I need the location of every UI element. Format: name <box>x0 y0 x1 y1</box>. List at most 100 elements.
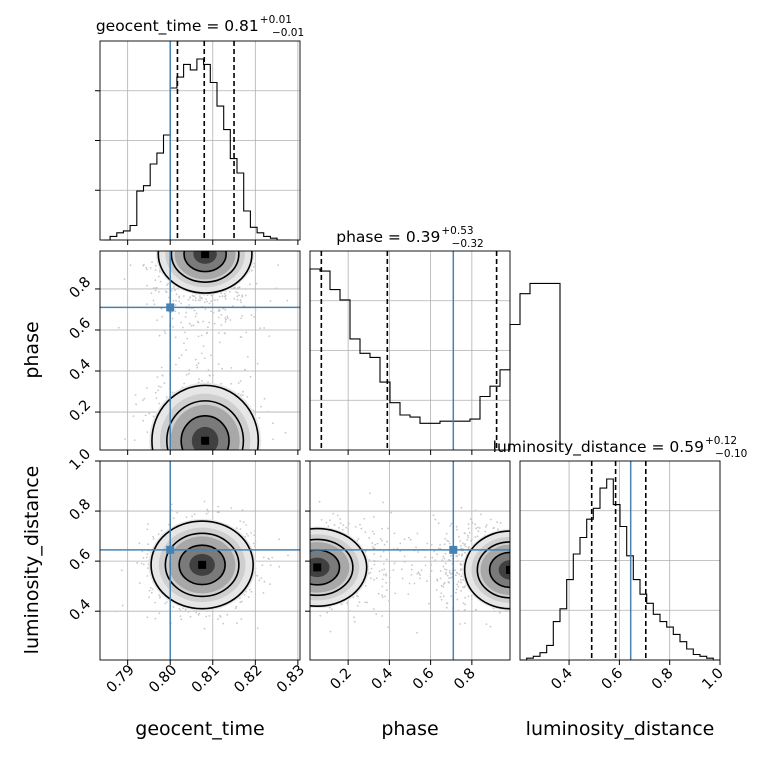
scatter-point-phase-luminosity_distance-353 <box>329 630 332 633</box>
scatter-point-phase-luminosity_distance-235 <box>385 558 388 561</box>
scatter-point-geocent_time-phase-763 <box>220 313 223 316</box>
scatter-point-geocent_time-phase-611 <box>226 315 229 318</box>
scatter-point-phase-luminosity_distance-98 <box>384 595 386 598</box>
scatter-point-geocent_time-phase-94 <box>202 320 205 323</box>
scatter-point-geocent_time-phase-6 <box>242 390 244 393</box>
scatter-point-geocent_time-phase-493 <box>163 330 166 332</box>
scatter-point-phase-luminosity_distance-869 <box>345 526 347 529</box>
scatter-point-phase-luminosity_distance-276 <box>489 518 492 521</box>
scatter-point-geocent_time-phase-319 <box>187 298 190 301</box>
scatter-point-phase-luminosity_distance-377 <box>484 525 487 528</box>
scatter-point-geocent_time-phase-498 <box>142 419 145 422</box>
panel-frame-2-1 <box>309 460 511 661</box>
scatter-point-phase-luminosity_distance-546 <box>382 563 385 565</box>
xtick-label-geocent_time-0: 0.79 <box>104 662 138 696</box>
scatter-point-geocent_time-luminosity_distance-117 <box>254 545 256 548</box>
scatter-point-geocent_time-phase-192 <box>134 394 137 396</box>
scatter-point-geocent_time-phase-472 <box>240 394 242 396</box>
scatter-point-phase-luminosity_distance-749 <box>449 571 451 574</box>
scatter-point-geocent_time-phase-496 <box>171 391 174 394</box>
scatter-point-phase-luminosity_distance-711 <box>458 553 460 556</box>
scatter-point-phase-luminosity_distance-550 <box>375 577 378 579</box>
scatter-point-phase-luminosity_distance-437 <box>342 524 345 526</box>
scatter-point-geocent_time-phase-352 <box>241 295 244 298</box>
contour-geocent_time-phase-1 <box>170 251 240 283</box>
ytick-label-luminosity_distance-3: 1.0 <box>67 446 95 474</box>
contour-geocent_time-luminosity_distance-0 <box>150 520 254 610</box>
scatter-point-geocent_time-phase-531 <box>253 265 255 268</box>
scatter-point-geocent_time-phase-488 <box>199 299 202 302</box>
scatter-point-phase-luminosity_distance-260 <box>456 598 459 601</box>
scatter-point-geocent_time-phase-199 <box>260 405 262 408</box>
scatter-point-geocent_time-phase-216 <box>243 305 245 307</box>
contour-geocent_time-luminosity_distance-2 <box>178 544 226 586</box>
scatter-point-phase-luminosity_distance-861 <box>456 583 459 586</box>
scatter-point-phase-luminosity_distance-671 <box>372 608 375 610</box>
scatter-point-geocent_time-phase-710 <box>194 315 197 318</box>
scatter-point-phase-luminosity_distance-652 <box>442 595 445 598</box>
scatter-point-phase-luminosity_distance-246 <box>387 626 390 629</box>
scatter-point-phase-luminosity_distance-773 <box>374 560 377 563</box>
scatter-point-geocent_time-luminosity_distance-838 <box>138 582 141 584</box>
scatter-point-phase-luminosity_distance-217 <box>363 517 366 520</box>
scatter-point-geocent_time-phase-655 <box>263 397 266 400</box>
scatter-point-geocent_time-phase-863 <box>210 300 213 303</box>
scatter-point-geocent_time-luminosity_distance-537 <box>235 605 238 608</box>
scatter-point-geocent_time-luminosity_distance-254 <box>206 508 209 511</box>
scatter-point-phase-luminosity_distance-762 <box>413 582 416 585</box>
scatter-point-geocent_time-phase-704 <box>178 312 180 314</box>
scatter-point-phase-luminosity_distance-366 <box>480 513 482 516</box>
scatter-point-geocent_time-luminosity_distance-235 <box>245 533 248 535</box>
scatter-point-phase-luminosity_distance-798 <box>371 546 374 548</box>
scatter-point-geocent_time-phase-356 <box>244 368 246 371</box>
scatter-point-geocent_time-phase-784 <box>127 288 129 290</box>
scatter-point-phase-luminosity_distance-3 <box>403 538 406 541</box>
scatter-point-geocent_time-phase-579 <box>197 335 200 338</box>
scatter-point-geocent_time-phase-118 <box>236 298 239 301</box>
xlabel-geocent-time: geocent_time <box>135 718 264 740</box>
scatter-point-geocent_time-luminosity_distance-83 <box>178 607 181 610</box>
scatter-point-geocent_time-luminosity_distance-533 <box>235 527 238 529</box>
scatter-point-phase-luminosity_distance-370 <box>431 556 434 559</box>
scatter-point-phase-luminosity_distance-600 <box>443 582 446 584</box>
ytick-label-phase-3: 0.8 <box>67 274 95 302</box>
scatter-point-phase-luminosity_distance-13 <box>440 592 443 595</box>
scatter-point-phase-luminosity_distance-485 <box>381 578 384 581</box>
title-geocent-time: geocent_time = 0.81+0.01 −0.01 <box>96 14 304 39</box>
scatter-point-geocent_time-phase-277 <box>117 326 120 329</box>
scatter-point-geocent_time-luminosity_distance-808 <box>278 538 280 541</box>
scatter-point-geocent_time-luminosity_distance-42 <box>140 562 143 565</box>
scatter-point-phase-luminosity_distance-533 <box>348 522 350 525</box>
scatter-point-geocent_time-phase-770 <box>233 298 236 300</box>
scatter-point-phase-luminosity_distance-643 <box>464 603 466 606</box>
scatter-point-phase-luminosity_distance-52 <box>467 527 470 530</box>
scatter-point-geocent_time-phase-809 <box>178 300 181 303</box>
scatter-point-phase-luminosity_distance-123 <box>441 559 444 561</box>
scatter-point-geocent_time-luminosity_distance-415 <box>247 535 250 537</box>
scatter-point-phase-luminosity_distance-864 <box>420 569 423 572</box>
scatter-point-geocent_time-phase-126 <box>183 382 186 385</box>
scatter-point-geocent_time-phase-344 <box>207 369 210 371</box>
scatter-point-geocent_time-phase-879 <box>155 397 158 399</box>
ylabel-phase: phase <box>21 321 43 378</box>
scatter-point-geocent_time-phase-717 <box>146 303 148 305</box>
scatter-point-phase-luminosity_distance-735 <box>460 590 462 592</box>
scatter-point-phase-luminosity_distance-744 <box>445 573 447 575</box>
scatter-point-phase-luminosity_distance-207 <box>436 579 439 582</box>
scatter-point-geocent_time-luminosity_distance-231 <box>148 589 151 592</box>
scatter-point-geocent_time-phase-720 <box>250 269 253 272</box>
scatter-point-phase-luminosity_distance-492 <box>444 552 447 555</box>
scatter-point-phase-luminosity_distance-108 <box>430 569 433 572</box>
scatter-point-phase-luminosity_distance-653 <box>436 553 438 556</box>
scatter-point-phase-luminosity_distance-703 <box>457 580 460 583</box>
scatter-point-phase-luminosity_distance-712 <box>385 581 388 584</box>
scatter-point-phase-luminosity_distance-319 <box>379 538 382 540</box>
scatter-point-geocent_time-luminosity_distance-245 <box>205 513 208 515</box>
scatter-point-geocent_time-phase-229 <box>269 300 272 302</box>
scatter-point-geocent_time-phase-219 <box>272 422 274 425</box>
scatter-point-geocent_time-phase-166 <box>242 394 244 397</box>
scatter-point-geocent_time-phase-526 <box>199 295 201 297</box>
scatter-point-phase-luminosity_distance-115 <box>445 606 448 609</box>
